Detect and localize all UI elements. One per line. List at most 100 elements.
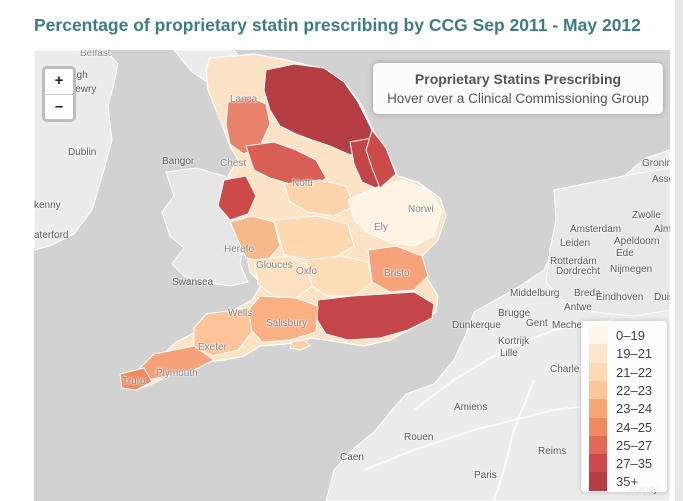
place-label: Breda <box>574 288 601 299</box>
legend-swatch <box>589 399 607 419</box>
legend-label: 22–23 <box>616 382 653 398</box>
legend-item: 0–19 <box>589 326 665 345</box>
place-label: Exeter <box>198 342 227 353</box>
region-gloucester <box>253 255 313 299</box>
region-westmidlands <box>229 215 281 263</box>
place-label: Asse <box>652 174 670 185</box>
region-humber <box>365 128 397 189</box>
place-label: Ede <box>616 248 634 259</box>
place-label: Leiden <box>560 238 591 249</box>
legend-item: 27–35 <box>589 454 665 474</box>
legend-label: 27–35 <box>616 456 653 472</box>
zoom-control: + – <box>42 66 76 122</box>
place-label: Meche <box>552 320 583 331</box>
page-title: Percentage of proprietary statin prescri… <box>34 15 641 35</box>
region-eastmidlands <box>273 215 355 261</box>
place-label: Kortrijk <box>498 336 530 347</box>
place-label: Charle <box>550 364 580 375</box>
place-label: Lanca <box>230 94 258 105</box>
place-label: Swansea <box>172 277 214 288</box>
legend-item: 23–24 <box>589 399 665 419</box>
region-nottingham <box>283 179 355 217</box>
region-somerset <box>193 307 253 357</box>
place-label: Gronin <box>642 158 670 169</box>
region-oxford <box>305 255 373 297</box>
place-label: agh <box>71 70 88 81</box>
place-label: Rotterdam <box>550 256 597 267</box>
legend-item: 25–27 <box>589 435 665 455</box>
place-label: Dublin <box>68 147 97 158</box>
place-label: Herefo <box>224 244 255 255</box>
scrollbar[interactable] <box>675 0 683 501</box>
place-label: Norwi <box>408 204 434 215</box>
place-label: Newry <box>68 84 97 95</box>
place-label: Dordrecht <box>556 266 600 277</box>
legend-label: 23–24 <box>616 401 653 417</box>
legend-swatch <box>589 435 607 455</box>
place-label: kenny <box>34 200 61 211</box>
place-label: Lille <box>500 348 518 359</box>
legend-label: 35+ <box>616 474 639 490</box>
place-label: Bristo <box>384 268 410 279</box>
place-label: Amsterdam <box>570 224 622 235</box>
legend-swatch <box>589 326 607 345</box>
legend-swatch <box>589 417 607 437</box>
place-label: Bangor <box>162 156 195 167</box>
place-label: Salisbury <box>266 318 308 329</box>
place-label: Notti <box>292 178 313 189</box>
legend-label: 21–22 <box>616 364 653 380</box>
place-label: Wells <box>228 308 253 319</box>
place-label: Reims <box>538 446 567 457</box>
netherlands-land <box>545 167 670 317</box>
place-label: Apeldoorn <box>614 236 660 247</box>
place-label: Oxfo <box>296 266 318 277</box>
place-label: Amiens <box>454 402 488 413</box>
legend-label: 19–21 <box>616 346 653 362</box>
road <box>493 379 535 501</box>
place-label: Brugge <box>498 308 531 319</box>
legend-swatch <box>589 454 607 474</box>
place-label: aterford <box>34 230 69 241</box>
place-label: Dunkerque <box>452 320 501 331</box>
place-label: Rouen <box>404 432 434 443</box>
legend-item: 19–21 <box>589 344 665 364</box>
legend-swatch <box>589 380 607 400</box>
region-cornwall <box>119 367 153 391</box>
isle-of-wight <box>289 339 311 351</box>
place-label: Gent <box>526 318 548 329</box>
place-label: Nijmegen <box>610 264 653 275</box>
place-label: Chest <box>220 158 247 169</box>
region-eastanglia <box>347 179 443 247</box>
info-subtext: Hover over a Clinical Commissioning Grou… <box>387 91 649 106</box>
place-label: Zwolle <box>632 210 661 221</box>
info-panel: Proprietary Statins Prescribing Hover ov… <box>373 63 663 114</box>
road <box>363 399 635 471</box>
region-hertfordshire <box>367 245 429 293</box>
place-label: Glouces <box>256 260 293 271</box>
zoom-out-button[interactable]: – <box>54 98 64 115</box>
map-canvas[interactable]: Belfast agh Newry Dublin Bangor kenny at… <box>34 50 670 501</box>
place-label: Ely <box>374 222 388 233</box>
place-label: Alm <box>654 224 670 235</box>
legend-item: 24–25 <box>589 417 665 437</box>
legend-item: 35+ <box>589 472 665 492</box>
place-label: Plymouth <box>156 368 198 379</box>
place-label: Duis <box>654 292 670 303</box>
legend-label: 25–27 <box>616 437 653 453</box>
legend-label: 0–19 <box>616 328 645 343</box>
place-label: Truro <box>122 376 146 387</box>
place-label: Paris <box>474 470 497 481</box>
legend-swatch <box>589 344 607 364</box>
info-heading: Proprietary Statins Prescribing <box>414 71 622 87</box>
place-label: Eindhoven <box>596 292 644 303</box>
place-label: Belfast <box>80 50 111 59</box>
place-label: Antwe <box>564 302 592 313</box>
place-label: Caen <box>340 452 364 463</box>
zoom-in-button[interactable]: + <box>45 69 73 95</box>
road <box>413 319 615 411</box>
legend-label: 24–25 <box>616 419 653 435</box>
region-cheshire <box>217 175 257 221</box>
legend-swatch <box>589 472 607 492</box>
legend-swatch <box>589 362 607 382</box>
